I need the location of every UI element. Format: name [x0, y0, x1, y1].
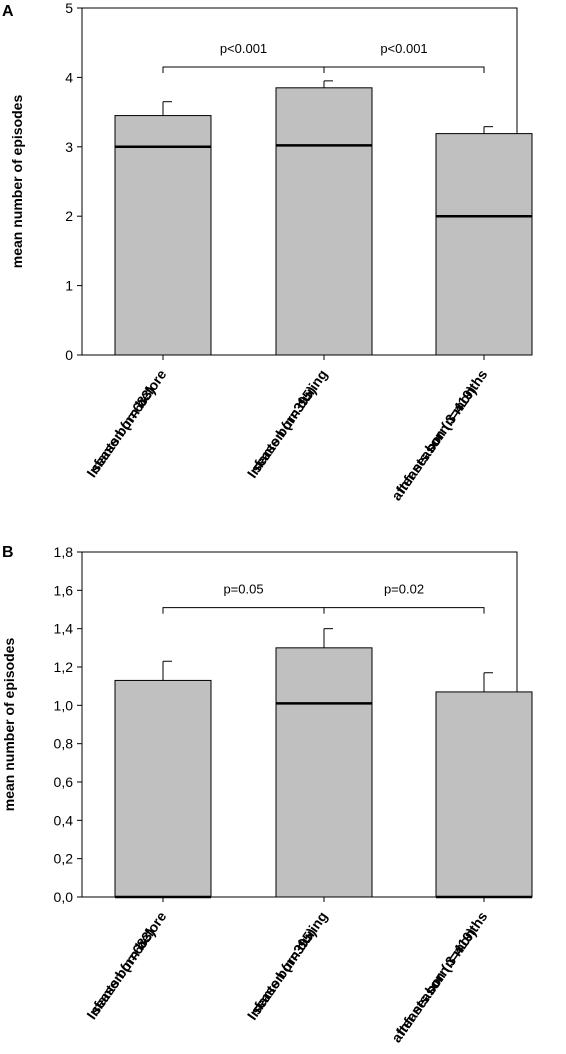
- significance-bracket: [162, 66, 325, 73]
- x-category-label: season (n=395): [248, 925, 319, 1017]
- y-tick-label: 5: [65, 0, 73, 16]
- x-category-label: after season (n=419): [388, 383, 479, 503]
- y-tick-label: 1,6: [54, 582, 74, 598]
- y-tick-label: 3: [65, 139, 73, 155]
- y-tick-label: 0: [65, 347, 73, 363]
- x-category-label: season (n=683): [87, 925, 158, 1017]
- significance-label: p=0.05: [223, 582, 263, 597]
- x-category-label: season (n=395): [248, 383, 319, 475]
- y-tick-label: 0,6: [54, 774, 74, 790]
- significance-bracket: [162, 607, 325, 614]
- y-axis-label: mean number of episodes: [1, 638, 17, 812]
- panel-label: A: [2, 3, 14, 20]
- bar: [114, 115, 212, 356]
- y-tick-label: 0,4: [54, 812, 74, 828]
- y-tick-label: 0,8: [54, 736, 74, 752]
- y-tick-label: 1: [65, 278, 73, 294]
- x-category-label: season (n=683): [87, 383, 158, 475]
- x-category-label: after season (n=419): [388, 925, 479, 1045]
- significance-label: p=0.02: [384, 582, 424, 597]
- significance-bracket: [323, 66, 485, 73]
- bar: [275, 647, 373, 898]
- y-tick-label: 1,4: [54, 621, 74, 637]
- bar: [435, 133, 533, 356]
- y-tick-label: 1,8: [54, 544, 74, 560]
- significance-label: p<0.001: [220, 41, 267, 56]
- bar: [275, 87, 373, 356]
- panel-label: B: [2, 544, 14, 561]
- y-axis-label: mean number of episodes: [9, 95, 25, 269]
- y-tick-label: 1,2: [54, 659, 74, 675]
- y-tick-label: 4: [65, 69, 73, 85]
- y-tick-label: 0,2: [54, 851, 74, 867]
- significance-bracket: [323, 607, 485, 614]
- significance-label: p<0.001: [380, 41, 427, 56]
- y-tick-label: 0,0: [54, 889, 74, 905]
- bar: [114, 679, 212, 898]
- bar: [435, 691, 533, 898]
- y-tick-label: 2: [65, 208, 73, 224]
- y-tick-label: 1,0: [54, 697, 74, 713]
